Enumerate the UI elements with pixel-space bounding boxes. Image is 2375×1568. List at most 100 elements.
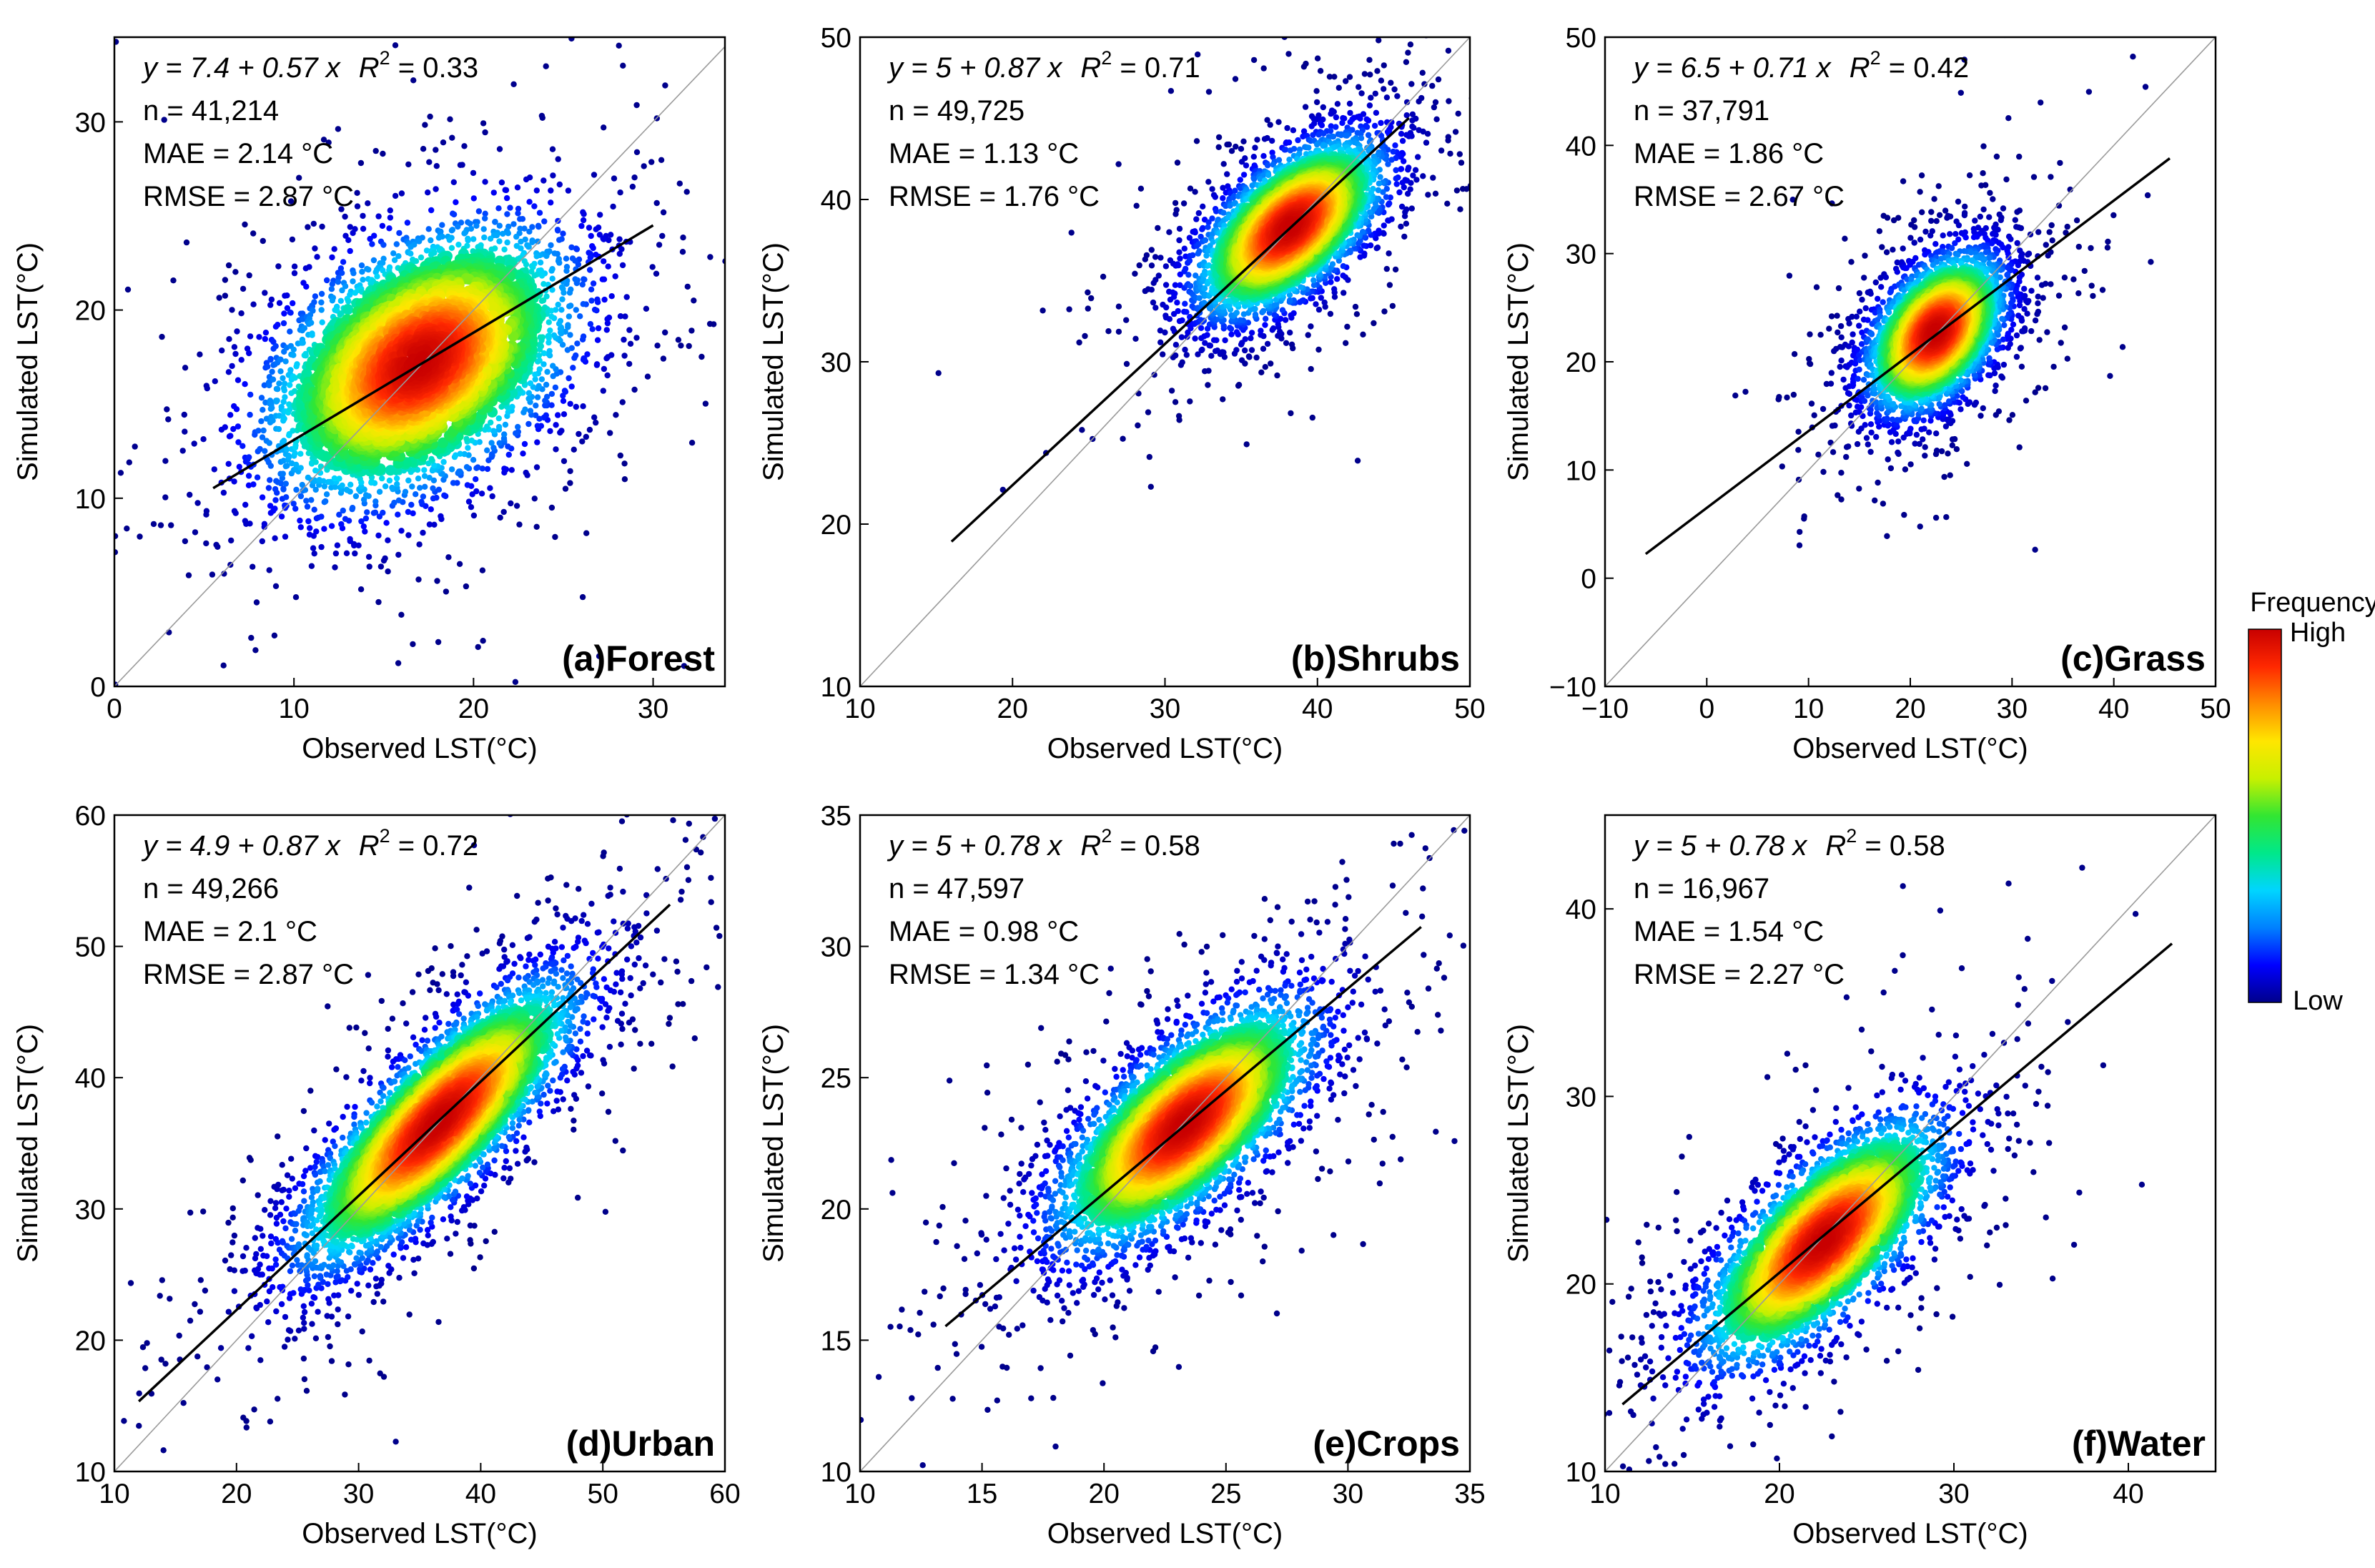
scatter-point — [276, 380, 282, 387]
scatter-point — [626, 360, 633, 368]
scatter-point — [561, 458, 568, 465]
scatter-point — [566, 375, 572, 382]
scatter-point — [604, 316, 611, 322]
scatter-point — [272, 535, 278, 541]
scatter-point — [219, 347, 225, 354]
scatter-point — [338, 206, 345, 212]
scatter-point — [1343, 340, 1349, 346]
scatter-point — [608, 232, 614, 238]
scatter-point — [394, 480, 400, 488]
scatter-point — [1180, 200, 1188, 207]
scatter-point — [379, 222, 386, 230]
scatter-point — [461, 230, 468, 237]
scatter-point — [272, 485, 279, 493]
scatter-point — [364, 509, 370, 516]
scatter-point — [280, 375, 286, 382]
scatter-point — [446, 237, 453, 243]
scatter-point — [502, 421, 509, 428]
scatter-point — [539, 114, 545, 121]
scatter-point — [262, 448, 268, 454]
scatter-point — [431, 462, 438, 469]
scatter-point — [427, 113, 433, 120]
scatter-point — [438, 513, 444, 520]
scatter-point — [405, 477, 412, 484]
scatter-point — [1451, 31, 1457, 36]
scatter-point — [1373, 245, 1380, 252]
scatter-point — [573, 307, 579, 313]
scatter-point — [1250, 154, 1258, 160]
scatter-point — [1187, 398, 1193, 405]
scatter-point — [576, 430, 582, 438]
mae-value: MAE = 2.14 °C — [143, 138, 333, 169]
scatter-point — [527, 380, 534, 387]
scatter-point — [1148, 287, 1155, 293]
scatter-point — [629, 183, 636, 190]
scatter-point — [589, 326, 596, 332]
scatter-point — [1205, 89, 1213, 95]
scatter-point — [579, 593, 586, 601]
scatter-point — [467, 220, 473, 227]
scatter-point — [545, 339, 552, 346]
scatter-point — [617, 189, 623, 196]
scatter-point — [238, 310, 245, 317]
scatter-point — [355, 542, 362, 548]
scatter-point — [410, 641, 416, 648]
scatter-point — [272, 583, 280, 589]
scatter-point — [1076, 339, 1082, 346]
scatter-point — [295, 383, 302, 390]
scatter-point — [269, 405, 275, 411]
scatter-point — [222, 277, 229, 283]
scatter-point — [290, 346, 297, 352]
scatter-point — [604, 320, 611, 327]
scatter-point — [510, 221, 517, 227]
scatter-point — [580, 301, 586, 307]
scatter-point — [228, 537, 234, 544]
scatter-point — [410, 77, 417, 84]
scatter-point — [1365, 132, 1372, 139]
scatter-point — [235, 439, 242, 445]
scatter-point — [623, 294, 630, 300]
scatter-point — [242, 501, 249, 508]
scatter-point — [580, 333, 587, 340]
scatter-point — [360, 523, 367, 530]
scatter-point — [581, 211, 587, 217]
scatter-point — [621, 336, 627, 343]
scatter-point — [739, 157, 745, 162]
scatter-point — [1237, 317, 1244, 323]
y-tick-label: 0 — [90, 672, 106, 703]
scatter-point — [616, 250, 623, 257]
scatter-point — [702, 400, 709, 407]
scatter-point — [548, 267, 555, 274]
scatter-point — [339, 270, 345, 276]
scatter-point — [383, 520, 390, 526]
scatter-point — [311, 506, 317, 513]
scatter-point — [1166, 316, 1173, 322]
scatter-point — [1334, 101, 1341, 107]
scatter-point — [459, 162, 465, 168]
scatter-point — [558, 428, 565, 434]
scatter-point — [548, 187, 554, 194]
x-tick-label: 0 — [107, 694, 122, 724]
scatter-point — [1145, 409, 1152, 415]
scatter-point — [470, 169, 477, 177]
scatter-point — [1192, 230, 1198, 236]
scatter-point — [1399, 179, 1406, 186]
scatter-point — [255, 428, 262, 434]
scatter-point — [1318, 122, 1325, 129]
scatter-point — [1105, 328, 1112, 335]
scatter-point — [516, 521, 523, 528]
scatter-point — [1224, 171, 1230, 177]
scatter-point — [627, 340, 634, 347]
scatter-point — [1386, 250, 1392, 257]
scatter-point — [1215, 134, 1223, 141]
scatter-point — [586, 267, 593, 273]
sample-count: n = 41,214 — [143, 95, 279, 127]
scatter-point — [1228, 331, 1235, 337]
scatter-point — [1270, 325, 1277, 332]
scatter-point — [1331, 74, 1338, 80]
scatter-point — [232, 269, 239, 275]
scatter-point — [277, 356, 284, 363]
scatter-point — [1305, 332, 1311, 338]
scatter-point — [1183, 309, 1190, 315]
scatter-point — [533, 403, 539, 409]
